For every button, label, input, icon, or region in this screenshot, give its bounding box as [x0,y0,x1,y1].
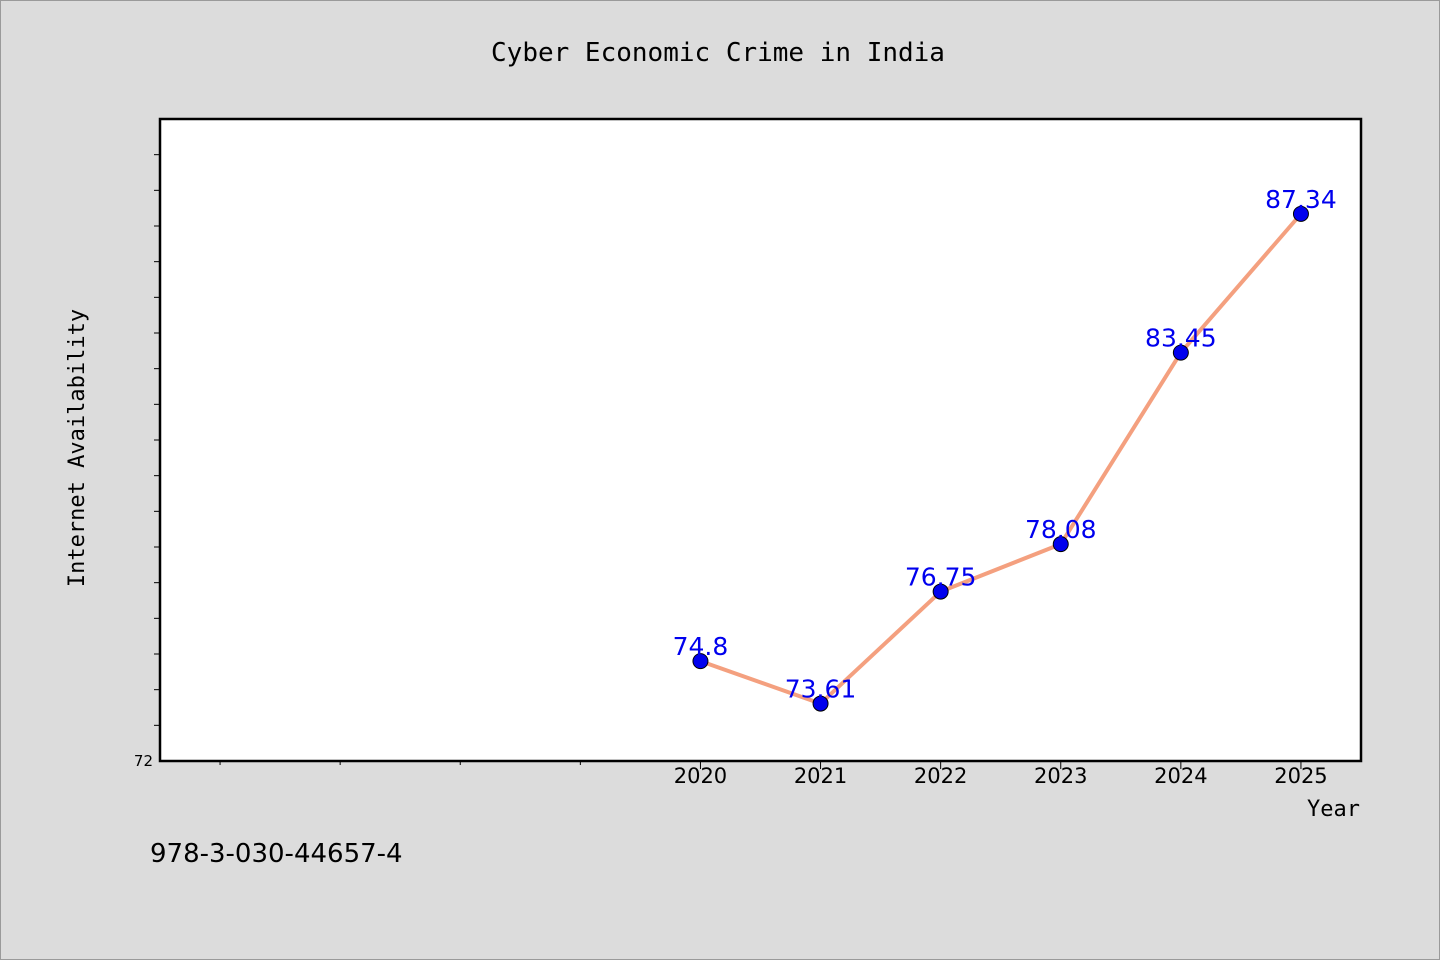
data-point [692,653,709,670]
x-tick-label: 2023 [1034,764,1087,788]
data-point [1052,536,1069,553]
data-label: 74.8 [673,632,729,661]
series-layer: 74.8 73.61 76.75 78.08 83.45 87.34 [673,185,1337,712]
data-point [1292,205,1309,222]
data-point [812,695,829,712]
plot-area [158,117,1363,763]
y-axis-ticks [154,154,160,726]
chart-title: Cyber Economic Crime in India [491,38,945,68]
x-tick-label: 2021 [794,764,847,788]
x-tick-labels: 2020 2021 2022 2023 2024 2025 [674,764,1328,788]
y-tick-label-72: 72 [134,752,153,770]
series-line [699,212,1303,706]
footer-isbn: 978-3-030-44657-4 [150,839,403,869]
data-label: 87.34 [1265,185,1337,214]
y-axis-label: Internet Availability [65,309,90,587]
x-tick-label: 2025 [1274,764,1327,788]
data-label: 76.75 [905,563,977,592]
x-axis-label: Year [1307,797,1360,822]
x-axis-ticks [219,761,1302,769]
data-label: 83.45 [1145,324,1217,353]
data-label: 73.61 [785,675,857,704]
data-point [932,583,949,600]
x-tick-label: 2020 [674,764,727,788]
data-point [1172,344,1189,361]
x-tick-label: 2024 [1154,764,1207,788]
x-tick-label: 2022 [914,764,967,788]
data-label: 78.08 [1025,515,1097,544]
